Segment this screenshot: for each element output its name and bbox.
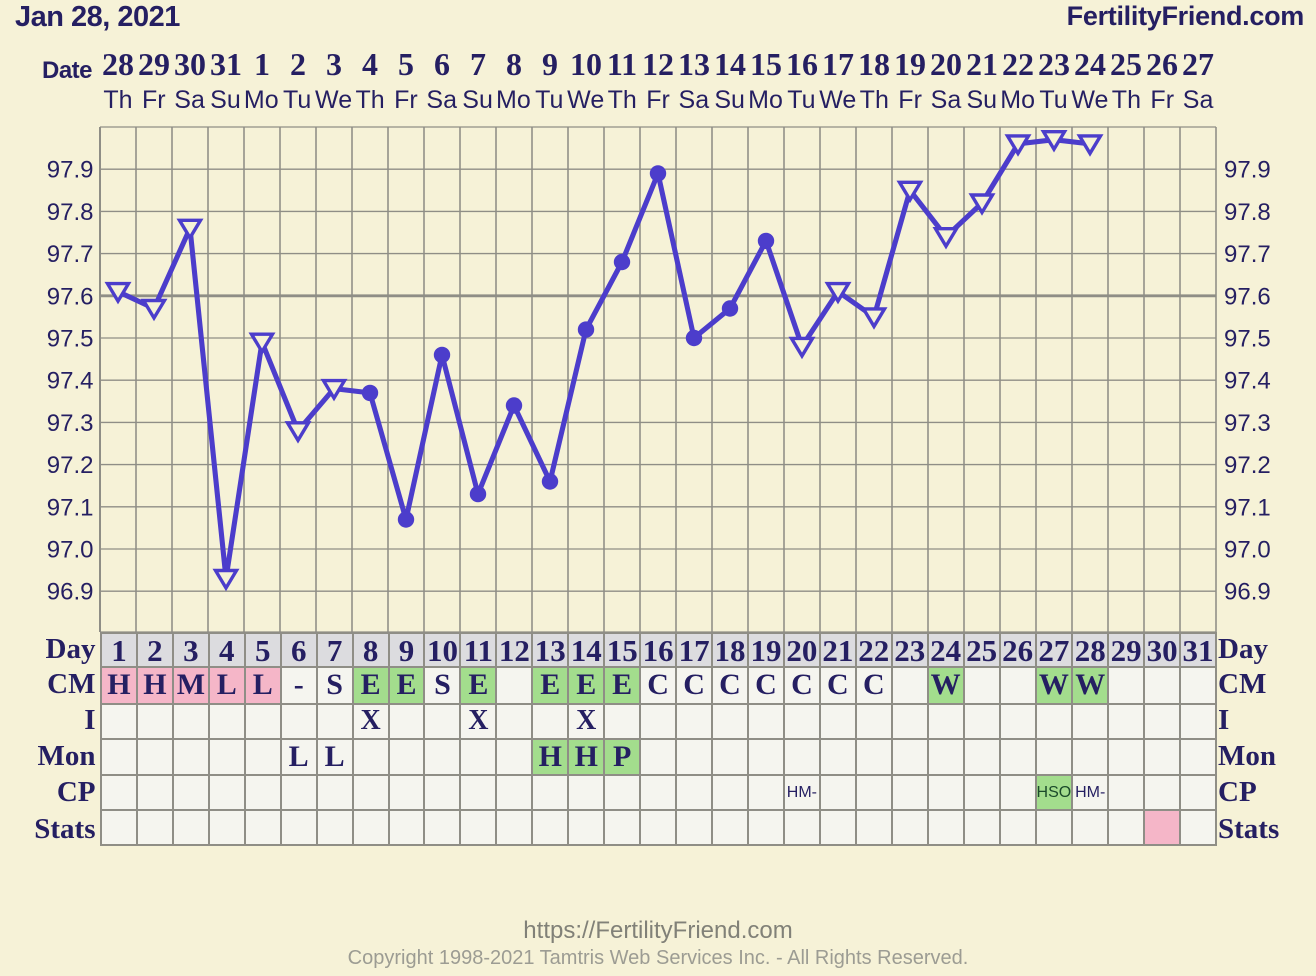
svg-text:97.7: 97.7: [47, 241, 94, 268]
svg-text:97.7: 97.7: [1224, 241, 1271, 268]
svg-text:97.5: 97.5: [1224, 326, 1271, 353]
svg-text:97.9: 97.9: [47, 157, 94, 184]
svg-text:97.0: 97.0: [47, 537, 94, 564]
svg-text:97.5: 97.5: [47, 326, 94, 353]
svg-text:97.1: 97.1: [1224, 494, 1271, 521]
svg-text:97.6: 97.6: [47, 283, 94, 310]
svg-text:97.4: 97.4: [47, 368, 94, 395]
svg-text:97.2: 97.2: [47, 452, 94, 479]
svg-text:96.9: 96.9: [47, 579, 94, 606]
svg-text:97.6: 97.6: [1224, 283, 1271, 310]
svg-text:97.8: 97.8: [1224, 199, 1271, 226]
svg-text:97.4: 97.4: [1224, 368, 1271, 395]
svg-text:97.9: 97.9: [1224, 157, 1271, 184]
svg-text:97.0: 97.0: [1224, 537, 1271, 564]
svg-text:97.8: 97.8: [47, 199, 94, 226]
svg-text:97.2: 97.2: [1224, 452, 1271, 479]
svg-text:97.3: 97.3: [47, 410, 94, 437]
svg-text:97.3: 97.3: [1224, 410, 1271, 437]
svg-text:97.1: 97.1: [47, 494, 94, 521]
svg-text:96.9: 96.9: [1224, 579, 1271, 606]
